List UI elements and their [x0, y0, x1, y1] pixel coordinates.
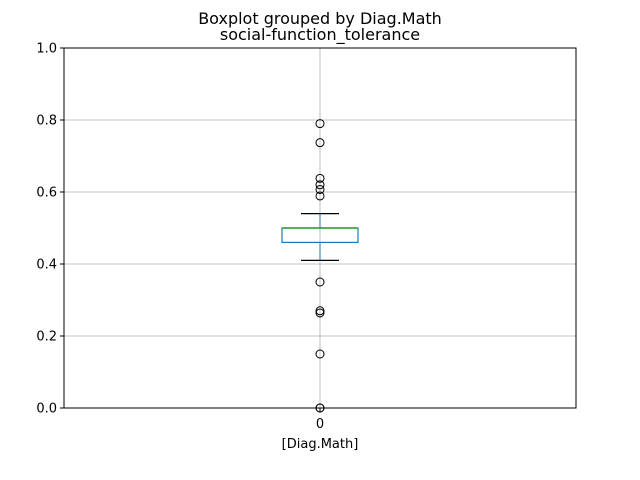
- y-tick-label: 0.6: [36, 186, 57, 201]
- outlier-point: [315, 277, 325, 287]
- x-axis-label: [Diag.Math]: [282, 437, 359, 452]
- chart-title: Boxplot grouped by Diag.Math: [198, 9, 442, 28]
- y-tick-label: 0.2: [36, 330, 57, 345]
- axis-ticks: 0.0 0.2 0.4 0.6 0.8 1.0 0: [36, 42, 324, 433]
- outlier-point: [315, 138, 325, 148]
- outlier-point: [315, 349, 325, 359]
- y-tick-label: 0.8: [36, 114, 57, 129]
- outlier-point: [315, 308, 325, 318]
- y-tick-label: 1.0: [36, 42, 57, 57]
- outlier-point: [315, 119, 325, 129]
- outlier-point: [315, 173, 325, 183]
- x-tick-label: 0: [316, 417, 324, 432]
- outlier-point: [315, 191, 325, 201]
- chart-subtitle: social-function_tolerance: [220, 25, 420, 45]
- y-tick-label: 0.0: [36, 402, 57, 417]
- outlier-point: [315, 306, 325, 316]
- outlier-point: [315, 180, 325, 190]
- plot-marks: [281, 119, 359, 413]
- outlier-point: [315, 184, 325, 194]
- y-tick-label: 0.4: [36, 258, 57, 273]
